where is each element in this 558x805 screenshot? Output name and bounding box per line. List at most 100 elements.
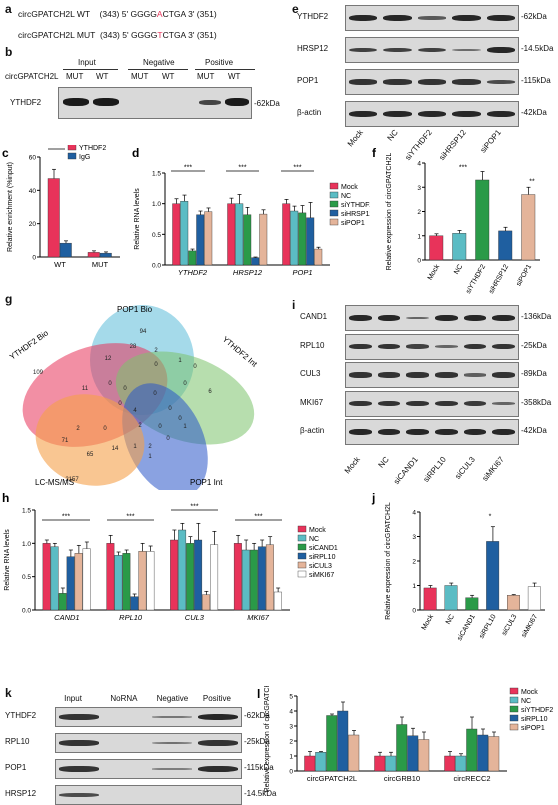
x-tick-label: MUT <box>92 260 109 269</box>
blot-band <box>377 343 401 350</box>
legend-label: siMKI67 <box>309 572 334 579</box>
legend-label: siCUL3 <box>309 563 332 570</box>
blot-band <box>463 314 487 322</box>
bar <box>42 543 51 611</box>
mut-seq-post: CTGA 3' (351) <box>162 30 217 40</box>
y-tick-label: 20 <box>29 221 37 228</box>
venn-count: 2 <box>76 426 80 432</box>
bar <box>196 214 205 266</box>
panel-label: f <box>372 146 377 160</box>
y-tick-label: 0 <box>289 769 293 776</box>
bar <box>304 755 316 772</box>
venn-count: 2 <box>148 444 152 450</box>
blot-band <box>406 344 429 349</box>
y-tick-label: 0.5 <box>152 232 161 239</box>
venn-diagram: POP1 Bio YTHDF2 Bio YTHDF2 Int POP1 Int … <box>8 305 259 490</box>
venn-count: 0 <box>118 401 122 407</box>
venn-label-lcms: LC-MS/MS <box>35 478 74 487</box>
y-tick-label: 4 <box>289 709 293 716</box>
legend-label: siRPL10 <box>521 716 548 723</box>
bar <box>475 179 490 261</box>
bar <box>477 734 489 772</box>
sig-mark: *** <box>238 165 246 172</box>
legend-swatch <box>329 191 339 199</box>
legend-label: siHRSP12 <box>341 211 370 218</box>
bar <box>59 242 72 258</box>
x-tick-label: CUL3 <box>185 613 205 622</box>
venn-lcms <box>35 394 145 486</box>
blot-strip <box>55 733 242 753</box>
legend-swatch <box>509 714 519 722</box>
bar <box>172 203 181 266</box>
bar <box>74 553 83 611</box>
blot-kda: -25kDa <box>244 737 270 746</box>
blot-band <box>452 48 481 52</box>
b-line-input <box>63 69 118 70</box>
blot-kda: -42kDa <box>521 426 547 435</box>
legend-swatch <box>297 525 307 533</box>
bar <box>396 724 408 772</box>
venn-count: 2 <box>138 423 142 429</box>
blot-band <box>435 372 458 378</box>
blot-band <box>59 714 100 720</box>
blot-band <box>417 110 447 118</box>
blot-kda: -89kDa <box>521 369 547 378</box>
blot-strip <box>345 101 519 127</box>
b-blot <box>58 87 252 119</box>
bar <box>87 252 100 258</box>
legend-label: IgG <box>79 154 90 161</box>
blot-band <box>486 110 515 118</box>
bar <box>337 710 349 772</box>
bar <box>348 734 360 772</box>
x-tick-label: YTHDF2 <box>178 268 208 277</box>
blot-band <box>452 79 481 85</box>
legend-label: siPOP1 <box>341 220 365 227</box>
b-band <box>63 98 89 106</box>
b-row-label: circGPATCH2L <box>5 72 59 81</box>
sig-mark: *** <box>184 165 192 172</box>
blot-band <box>349 372 372 378</box>
venn-count: 1 <box>183 424 187 430</box>
chart-l: l 0 1 2 3 4 5 Relative expression of circGPATCH… <box>257 686 553 792</box>
x-tick-label: siMKI67 <box>521 613 540 638</box>
bar <box>82 548 91 611</box>
blot-band <box>406 428 429 436</box>
y-tick-label: 3 <box>289 724 293 731</box>
blot-protein-label: MKI67 <box>300 397 324 407</box>
bar <box>521 194 536 261</box>
y-tick-label: 0 <box>32 255 36 262</box>
y-tick-label: 1 <box>417 233 421 240</box>
venn-count: 0 <box>193 364 197 370</box>
blot-band <box>435 345 458 348</box>
venn-count: 0 <box>154 362 158 368</box>
b-band <box>225 98 249 106</box>
venn-label-ythdf2-bio: YTHDF2 Bio <box>8 328 50 361</box>
b-lane-2: WT <box>96 72 109 81</box>
venn-label-pop1-int: POP1 Int <box>190 478 223 487</box>
blot-band <box>383 79 412 85</box>
blot-kda: -25kDa <box>521 340 547 350</box>
venn-count: 71 <box>62 438 69 444</box>
y-tick-label: 60 <box>29 155 37 162</box>
sig-mark: *** <box>459 165 467 172</box>
panel-i-label: i <box>292 298 296 312</box>
bar <box>257 546 266 611</box>
x-tick-label: siYTHDF2 <box>465 263 487 295</box>
bar <box>58 593 67 611</box>
panel-label: j <box>371 491 375 505</box>
blot-band <box>435 400 458 407</box>
chart-d: d 0.0 0.5 1.0 1.5 Relative RNA levels YTHDF2 HR… <box>132 146 370 277</box>
sig-mark: *** <box>293 165 301 172</box>
bar <box>251 257 260 266</box>
blot-strip <box>345 333 519 360</box>
blot-band <box>486 46 515 54</box>
venn-count: 0 <box>168 406 172 412</box>
y-tick-label: 40 <box>29 188 37 195</box>
mut-sequence: circGPATCH2L MUT (343) 5' GGGGTCTGA 3' (… <box>18 30 217 40</box>
b-band <box>93 98 119 106</box>
venn-count: 14 <box>112 446 119 452</box>
legend-swatch <box>297 543 307 551</box>
venn-count: 65 <box>87 452 94 458</box>
bar <box>114 555 123 611</box>
bar <box>418 739 430 772</box>
